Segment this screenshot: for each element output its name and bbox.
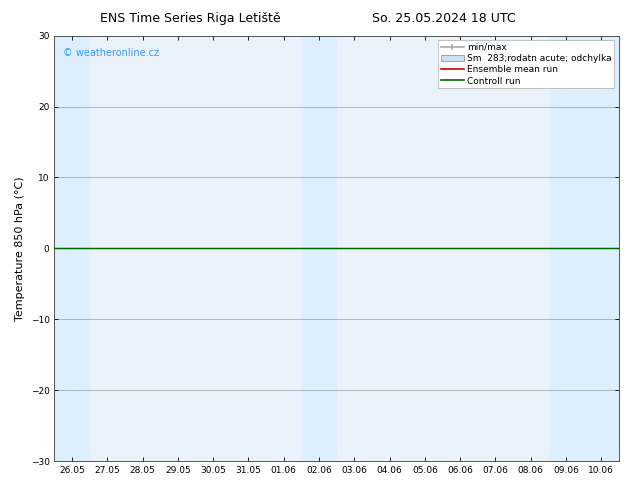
Bar: [337, 36, 548, 461]
Text: ENS Time Series Riga Letiště: ENS Time Series Riga Letiště: [100, 12, 280, 25]
Text: So. 25.05.2024 18 UTC: So. 25.05.2024 18 UTC: [372, 12, 515, 25]
Bar: [89, 36, 301, 461]
Legend: min/max, Sm  283;rodatn acute; odchylka, Ensemble mean run, Controll run: min/max, Sm 283;rodatn acute; odchylka, …: [438, 40, 614, 88]
Text: © weatheronline.cz: © weatheronline.cz: [63, 49, 159, 58]
Bar: [513, 36, 619, 461]
Bar: [55, 36, 125, 461]
Y-axis label: Temperature 850 hPa (°C): Temperature 850 hPa (°C): [15, 176, 25, 321]
Bar: [266, 36, 372, 461]
